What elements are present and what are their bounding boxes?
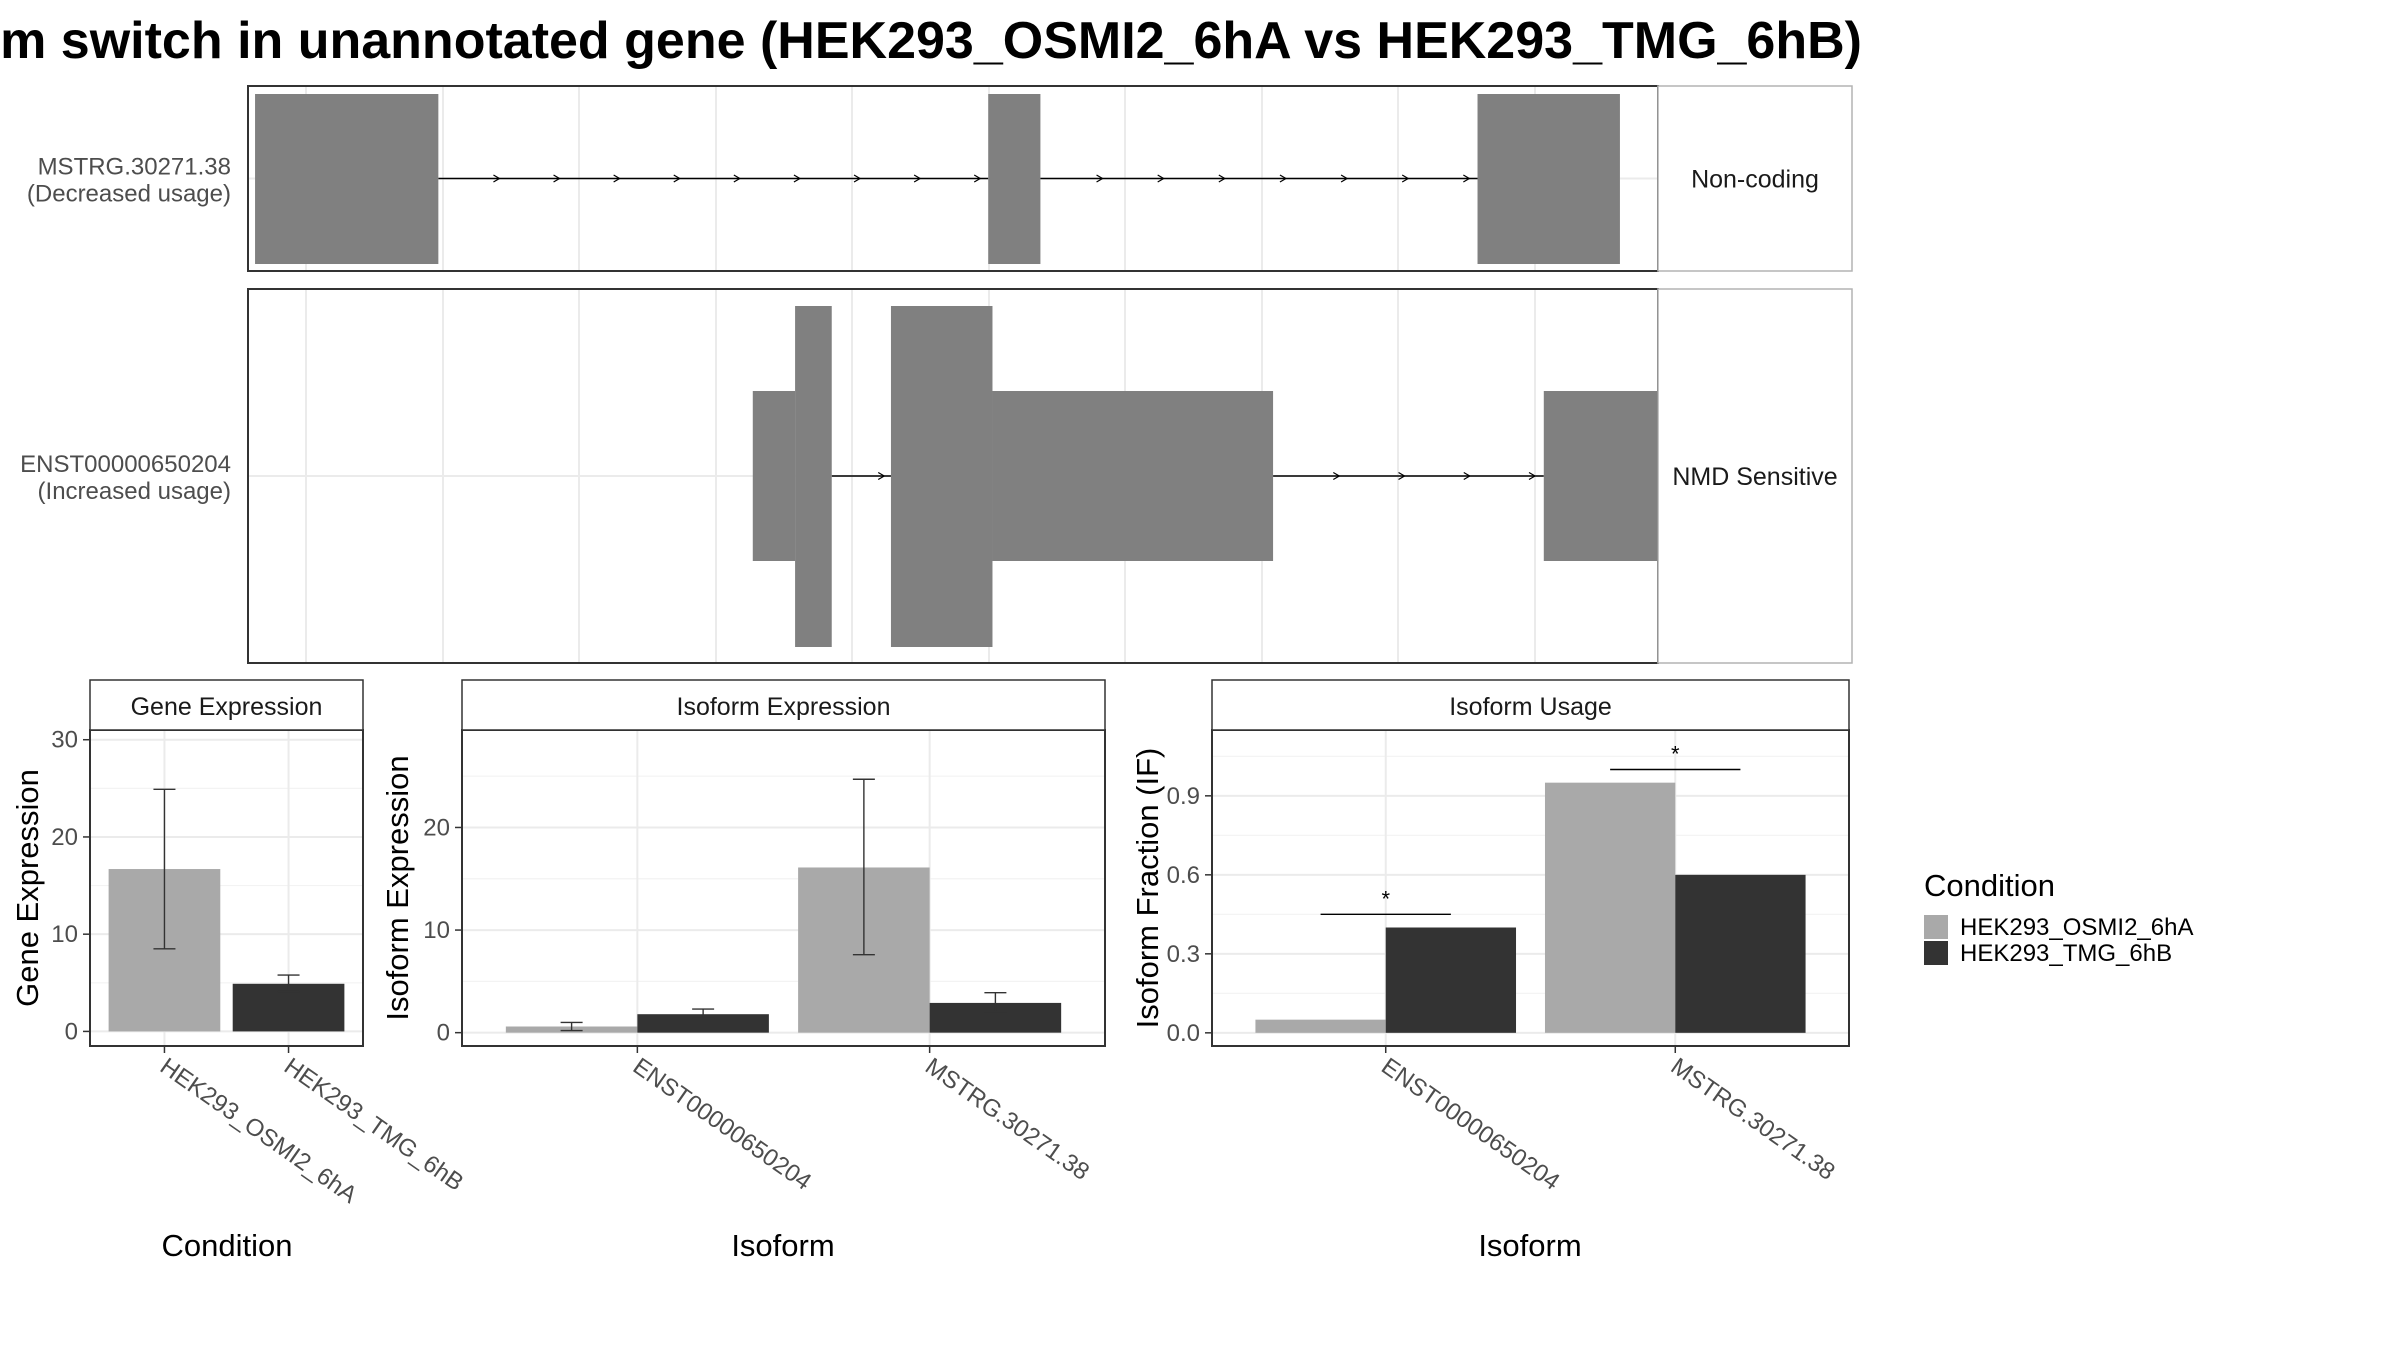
error-bar-hek293-osmi2-6ha-hek293-osmi2-6ha [153,788,176,950]
intron-arrow [1463,471,1471,481]
exon-block [1477,94,1620,264]
legend-label-hek293-tmg-6hb: HEK293_TMG_6hB [1960,940,2172,967]
transcript-name-label: ENST00000650204 [20,451,231,478]
y-axis-title: Isoform Expression [380,755,415,1020]
transcript-usage-label: (Decreased usage) [27,181,231,208]
intron-arrow [1279,174,1288,183]
intron-arrow [493,174,501,183]
intron-arrow [913,174,922,183]
category-strip [1657,85,1853,272]
structure-track-mstrg-30271-38: Non-coding MSTRG.30271.38(Decreased usage… [27,85,1853,272]
y-tick-label: 0 [65,1018,78,1045]
intron-arrow [1528,471,1537,481]
legend-title: Condition [1924,868,2055,903]
x-tick-label: MSTRG.30271.38 [1666,1053,1840,1186]
y-tick-label: 0.6 [1167,862,1200,889]
bar-hek293-tmg-6hb-enst00000650204 [637,1014,769,1033]
x-axis-title: Condition [162,1228,293,1263]
transcript-category-label: NMD Sensitive [1672,463,1837,491]
error-bar-hek293-osmi2-6ha-enst00000650204 [560,1021,583,1032]
intron-arrow [1096,174,1104,183]
legend-label-hek293-osmi2-6ha: HEK293_OSMI2_6hA [1960,914,2193,941]
intron-arrow [613,174,621,183]
exon-block [752,391,796,561]
x-tick-label: ENST00000650204 [1376,1053,1564,1196]
exon-block [795,306,832,647]
y-tick-label: 10 [423,917,450,944]
exon-block [992,391,1274,561]
x-tick-label: HEK293_OSMI2_6hA [155,1053,362,1209]
y-tick-label: 0.3 [1167,941,1200,968]
exon-block [255,94,439,264]
x-axis-title: Isoform [1478,1228,1581,1263]
intron-arrow [1332,471,1341,481]
significance-star: * [1381,886,1390,911]
panel-strip-title: Isoform Expression [677,693,891,721]
intron-arrow [877,471,886,481]
exon-block [890,306,993,647]
y-tick-label: 0 [437,1020,450,1047]
chart-panel-isoform-usage: 0.0 0.3 0.6 0.9 * * Isoform Usage ENST000006502… [1130,679,1850,1263]
intron-arrow [733,174,742,183]
x-tick-label: MSTRG.30271.38 [920,1053,1094,1186]
chart-panel-isoform-expression: 0 10 20 Isoform Expression ENST00000650204 MS… [380,679,1106,1263]
intron-arrow [1157,174,1165,183]
y-tick-label: 30 [51,727,78,754]
transcript-usage-label: (Increased usage) [38,478,231,505]
y-axis-title: Isoform Fraction (IF) [1130,748,1165,1029]
bar-hek293-tmg-6hb-enst00000650204 [1385,927,1517,1033]
panel-background [462,730,1105,1046]
intron-arrow [853,174,862,183]
panel-strip [1211,679,1850,731]
x-tick-label: ENST00000650204 [628,1053,816,1196]
bar-hek293-tmg-6hb-mstrg-30271-38 [1675,874,1806,1033]
panel-strip-title: Gene Expression [131,693,323,721]
x-axis-title: Isoform [731,1228,834,1263]
intron-arrow [673,174,681,183]
y-tick-label: 0.9 [1167,783,1200,810]
error-bar-hek293-tmg-6hb-hek293-tmg-6hb [277,974,300,993]
category-strip [1657,288,1853,664]
significance-star: * [1671,742,1680,767]
figure-title: Isoform switch in unannotated gene (HEK2… [0,12,1862,70]
y-axis-title: Gene Expression [10,769,45,1007]
error-bar-hek293-tmg-6hb-mstrg-30271-38 [984,991,1007,1013]
transcript-category-label: Non-coding [1691,166,1819,194]
y-tick-label: 0.0 [1167,1020,1200,1047]
y-tick-label: 20 [51,824,78,851]
transcript-name-label: MSTRG.30271.38 [38,154,231,181]
intron-arrow [1398,471,1406,481]
intron-arrow [1401,174,1410,183]
intron-arrow [1218,174,1227,183]
exon-block [988,94,1041,264]
panel-strip [461,679,1106,731]
bar-hek293-osmi2-6ha-mstrg-30271-38 [1544,782,1676,1033]
error-bar-hek293-tmg-6hb-enst00000650204 [692,1008,715,1019]
intron-arrow [973,174,982,183]
y-tick-label: 10 [51,921,78,948]
y-tick-label: 20 [423,814,450,841]
intron-arrow [553,174,561,183]
intron-arrow [793,174,802,183]
intron-arrow [1340,174,1349,183]
legend-swatch-hek293-osmi2-6ha [1924,915,1948,939]
intron-arrow [1463,174,1471,183]
structure-track-enst00000650204: NMD Sensitive ENST00000650204(Increased u… [20,288,1853,664]
panel-strip-title: Isoform Usage [1449,693,1612,721]
panel-strip [89,679,364,731]
error-bar-hek293-osmi2-6ha-mstrg-30271-38 [852,778,875,956]
legend-swatch-hek293-tmg-6hb [1924,941,1948,965]
bar-hek293-osmi2-6ha-enst00000650204 [1255,1019,1386,1033]
